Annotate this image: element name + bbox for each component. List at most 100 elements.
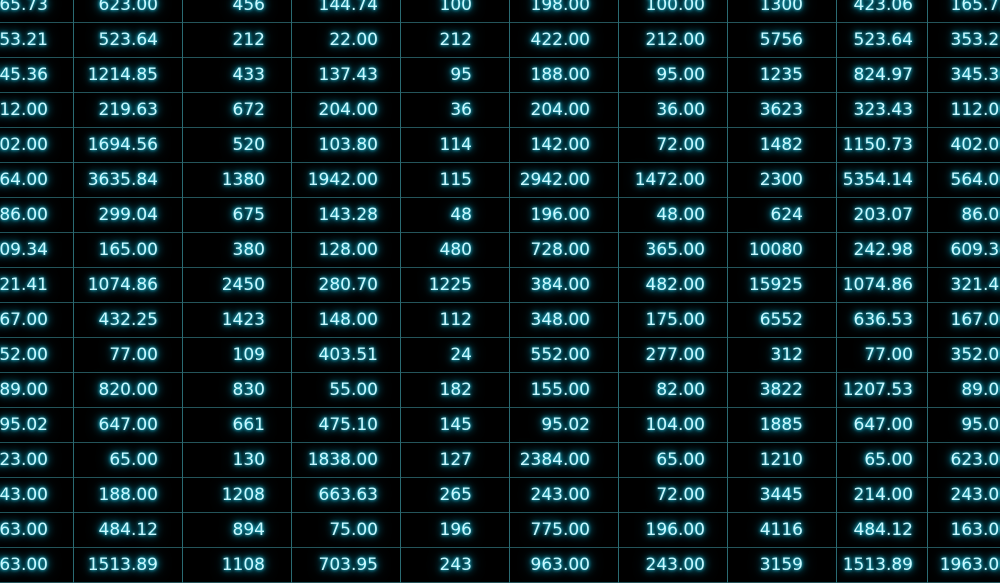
table-cell: 384.00 [509,268,618,303]
table-row: 163.00484.1289475.00196775.00196.0041164… [0,513,1000,548]
table-cell: 647.00 [73,408,182,443]
table-cell: 128.00 [291,233,400,268]
table-row: 167.00 432.251423148.00112348.00175.00655… [0,303,1000,338]
table-cell: 95.02 [0,415,48,435]
table-cell: 480 [400,233,509,268]
table-cell: 348.00 [509,303,618,338]
table-cell: 188.00 [73,478,182,513]
table-cell: 165.73 [0,0,48,15]
table-cell: 624 [727,198,836,233]
table-row: 321.411074.862450280.701225384.00482.001… [0,268,1000,303]
table-cell: 100.00 [618,0,727,23]
table-cell: 484.12 [73,513,182,548]
table-cell: 2942.00 [509,163,618,198]
table-cell: 703.95 [291,548,400,583]
table-cell: 89.00 [0,380,48,400]
table-cell: 137.43 [291,58,400,93]
table-cell: 403.51 [291,338,400,373]
table-row: 89.00 820.00 830 55.00 182 155.00 82.00 3822 120… [0,373,1000,408]
table-cell: 196.00 [509,198,618,233]
table-cell: 75.00 [291,513,400,548]
table-cell: 352.00 [0,345,48,365]
table-cell: 188.00 [509,58,618,93]
table-cell: 1207.53 [836,373,927,408]
table-cell: 4116 [727,513,836,548]
table-cell: 1838.00 [291,443,400,478]
table-cell: 243.00 [927,478,1000,513]
table-cell: 345.36 [0,65,48,85]
table-cell: 675 [182,198,291,233]
table-cell: 103.80 [291,128,400,163]
table-cell: 661 [182,408,291,443]
table-cell: 728.00 [509,233,618,268]
table-cell: 277.00 [618,338,727,373]
table-cell: 1208 [182,478,291,513]
table-cell: 321.41 [927,268,1000,303]
table-cell: 165.73 [927,0,1000,23]
table-cell: 323.43 [836,93,927,128]
table-cell: 663.63 [291,478,400,513]
table-cell: 1108 [182,548,291,583]
table-cell: 89.00 [927,373,1000,408]
table-cell: 647.00 [836,408,927,443]
table-cell: 24 [400,338,509,373]
table-cell: 1885 [727,408,836,443]
table-cell: 820.00 [73,373,182,408]
table-cell: 894 [182,513,291,548]
table-cell: 198.00 [509,0,618,23]
table-cell: 1150.73 [836,128,927,163]
table-cell: 1214.85 [73,58,182,93]
table-cell: 482.00 [618,268,727,303]
table-cell: 402.00 [0,135,48,155]
table-cell: 36.00 [618,93,727,128]
table-cell: 1225 [400,268,509,303]
table-cell: 365.00 [618,233,727,268]
table-cell: 142.00 [509,128,618,163]
table-cell: 167.00 [927,303,1000,338]
table-cell: 204.00 [291,93,400,128]
table-cell: 145 [400,408,509,443]
table-cell: 167.00 [0,310,48,330]
table-cell: 77.00 [836,338,927,373]
table-cell: 1423 [182,303,291,338]
table-row: 623.0065.001301838.001272384.0065.001210… [0,443,1000,478]
table-cell: 212.00 [618,23,727,58]
table-cell: 22.00 [291,23,400,58]
table-cell: 219.63 [73,93,182,128]
table-cell: 243.00 [0,485,48,505]
table-cell: 2384.00 [509,443,618,478]
table-cell: 48 [400,198,509,233]
table-cell: 163.00 [927,513,1000,548]
table-cell: 112 [400,303,509,338]
table-cell: 1963.00 [927,548,1000,583]
table-cell: 1472.00 [618,163,727,198]
table-cell: 55.00 [291,373,400,408]
table-cell: 2450 [182,268,291,303]
table-cell: 212 [182,23,291,58]
table-cell: 95 [400,58,509,93]
table-cell: 242.98 [836,233,927,268]
table-cell: 353.21 [0,30,48,50]
table-cell: 3445 [727,478,836,513]
table-cell: 433 [182,58,291,93]
table-cell: 72.00 [618,478,727,513]
table-cell: 109 [182,338,291,373]
table-cell: 65.00 [836,443,927,478]
table-cell: 65.00 [618,443,727,478]
table-cell: 609.34 [0,240,48,260]
table-cell: 196.00 [618,513,727,548]
table-cell: 523.64 [73,23,182,58]
table-cell: 204.00 [509,93,618,128]
table-cell: 312 [727,338,836,373]
table-cell: 36 [400,93,509,128]
table-cell: 623.00 [0,450,48,470]
table-cell: 1963.00 [0,555,48,575]
table-cell: 1300 [727,0,836,23]
table-row: 609.34 165.00380128.00480728.00365.001008… [0,233,1000,268]
table-cell: 520 [182,128,291,163]
table-cell: 523.64 [836,23,927,58]
table-cell: 144.74 [291,0,400,23]
table-cell: 672 [182,93,291,128]
table-cell: 636.53 [836,303,927,338]
table-cell: 552.00 [509,338,618,373]
